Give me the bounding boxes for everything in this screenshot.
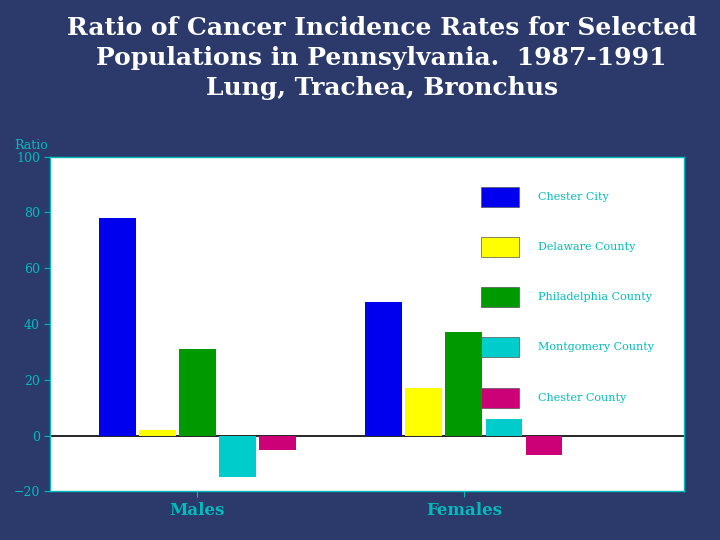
Bar — [179, 349, 215, 436]
Bar — [366, 302, 402, 436]
Bar — [481, 237, 519, 257]
Bar — [481, 287, 519, 307]
Bar — [258, 436, 296, 449]
Bar — [405, 388, 442, 436]
Bar — [481, 388, 519, 408]
Bar — [139, 430, 176, 436]
Bar — [526, 436, 562, 455]
Bar — [481, 187, 519, 207]
Bar — [219, 436, 256, 477]
Text: Chester County: Chester County — [539, 393, 626, 403]
Text: Chester City: Chester City — [539, 192, 609, 202]
Text: Ratio: Ratio — [14, 139, 48, 152]
Text: Ratio of Cancer Incidence Rates for Selected
Populations in Pennsylvania.  1987-: Ratio of Cancer Incidence Rates for Sele… — [67, 16, 696, 99]
Bar — [446, 332, 482, 436]
Text: Philadelphia County: Philadelphia County — [539, 292, 652, 302]
Text: Montgomery County: Montgomery County — [539, 342, 654, 353]
Bar — [481, 338, 519, 357]
Bar — [485, 419, 522, 436]
Text: Delaware County: Delaware County — [539, 242, 636, 252]
Bar — [99, 218, 135, 436]
